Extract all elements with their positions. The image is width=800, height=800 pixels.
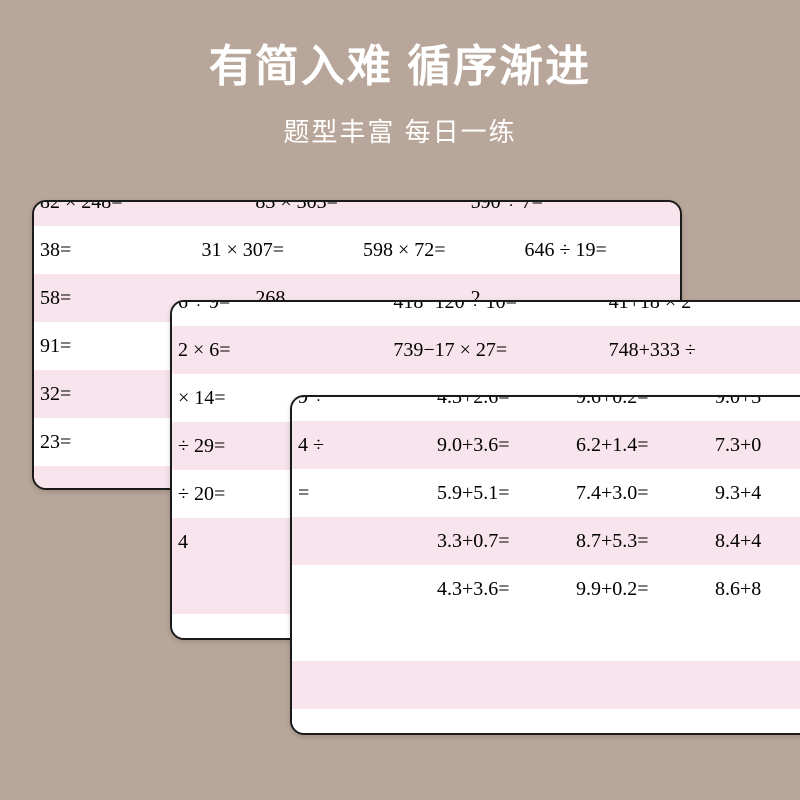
math-problem: 7.4+3.0= <box>570 482 709 505</box>
math-problem: 748+333 ÷ <box>603 339 800 362</box>
math-problem: 9.9+0.2= <box>570 578 709 601</box>
math-problem: 418−120 ÷ 10= <box>387 300 602 314</box>
math-problem: 38= <box>34 239 196 262</box>
math-problem: 9.0+3 <box>709 395 800 409</box>
math-row: =5.9+5.1=7.4+3.0=9.3+4 <box>292 469 800 517</box>
math-problem: 9.6+0.2= <box>570 395 709 409</box>
worksheet-card-3: 9 ÷4.3+2.6=9.6+0.2=9.0+34 ÷9.0+3.6=6.2+1… <box>290 395 800 735</box>
math-problem: 31 × 307= <box>196 239 358 262</box>
math-problem: 82 × 248= <box>34 200 249 214</box>
math-problem: 590 ÷ 7= <box>465 200 680 214</box>
math-problem: 6 ÷ 9= <box>172 300 387 314</box>
math-row: 2 × 6=739−17 × 27=748+333 ÷ <box>172 326 800 374</box>
math-row: 3.3+0.7=8.7+5.3=8.4+4 <box>292 517 800 565</box>
math-row: 38=31 × 307=598 × 72=646 ÷ 19= <box>34 226 680 274</box>
card-stage: 82 × 248=83 × 303=590 ÷ 7=38=31 × 307=59… <box>0 200 800 800</box>
math-problem: 4 ÷ <box>292 434 431 457</box>
math-row: 4.3+3.6=9.9+0.2=8.6+8 <box>292 565 800 613</box>
math-problem: 8.6+8 <box>709 578 800 601</box>
math-problem: 9 ÷ <box>292 395 431 409</box>
math-row: 9 ÷4.3+2.6=9.6+0.2=9.0+3 <box>292 395 800 421</box>
math-problem: 5.9+5.1= <box>431 482 570 505</box>
math-problem: 9.3+4 <box>709 482 800 505</box>
math-problem: 2 × 6= <box>172 339 387 362</box>
math-row: 4 ÷9.0+3.6=6.2+1.4=7.3+0 <box>292 421 800 469</box>
sub-heading: 题型丰富 每日一练 <box>0 112 800 149</box>
main-heading: 有简入难 循序渐进 <box>0 0 800 94</box>
math-problem: 6.2+1.4= <box>570 434 709 457</box>
math-problem: 41+18 × 2 <box>603 300 800 314</box>
math-row <box>292 613 800 661</box>
math-problem: 646 ÷ 19= <box>519 239 681 262</box>
math-problem: 598 × 72= <box>357 239 519 262</box>
math-problem: 7.3+0 <box>709 434 800 457</box>
math-problem: 9.0+3.6= <box>431 434 570 457</box>
math-row: 6 ÷ 9=418−120 ÷ 10=41+18 × 2 <box>172 300 800 326</box>
math-row <box>292 661 800 709</box>
math-problem: 4.3+3.6= <box>431 578 570 601</box>
math-problem: 83 × 303= <box>249 200 464 214</box>
math-problem: 3.3+0.7= <box>431 530 570 553</box>
math-problem: 4.3+2.6= <box>431 395 570 409</box>
math-problem: = <box>292 482 431 505</box>
math-row: 82 × 248=83 × 303=590 ÷ 7= <box>34 200 680 226</box>
math-problem: 8.4+4 <box>709 530 800 553</box>
math-problem: 8.7+5.3= <box>570 530 709 553</box>
math-row <box>292 709 800 735</box>
math-problem: 739−17 × 27= <box>387 339 602 362</box>
